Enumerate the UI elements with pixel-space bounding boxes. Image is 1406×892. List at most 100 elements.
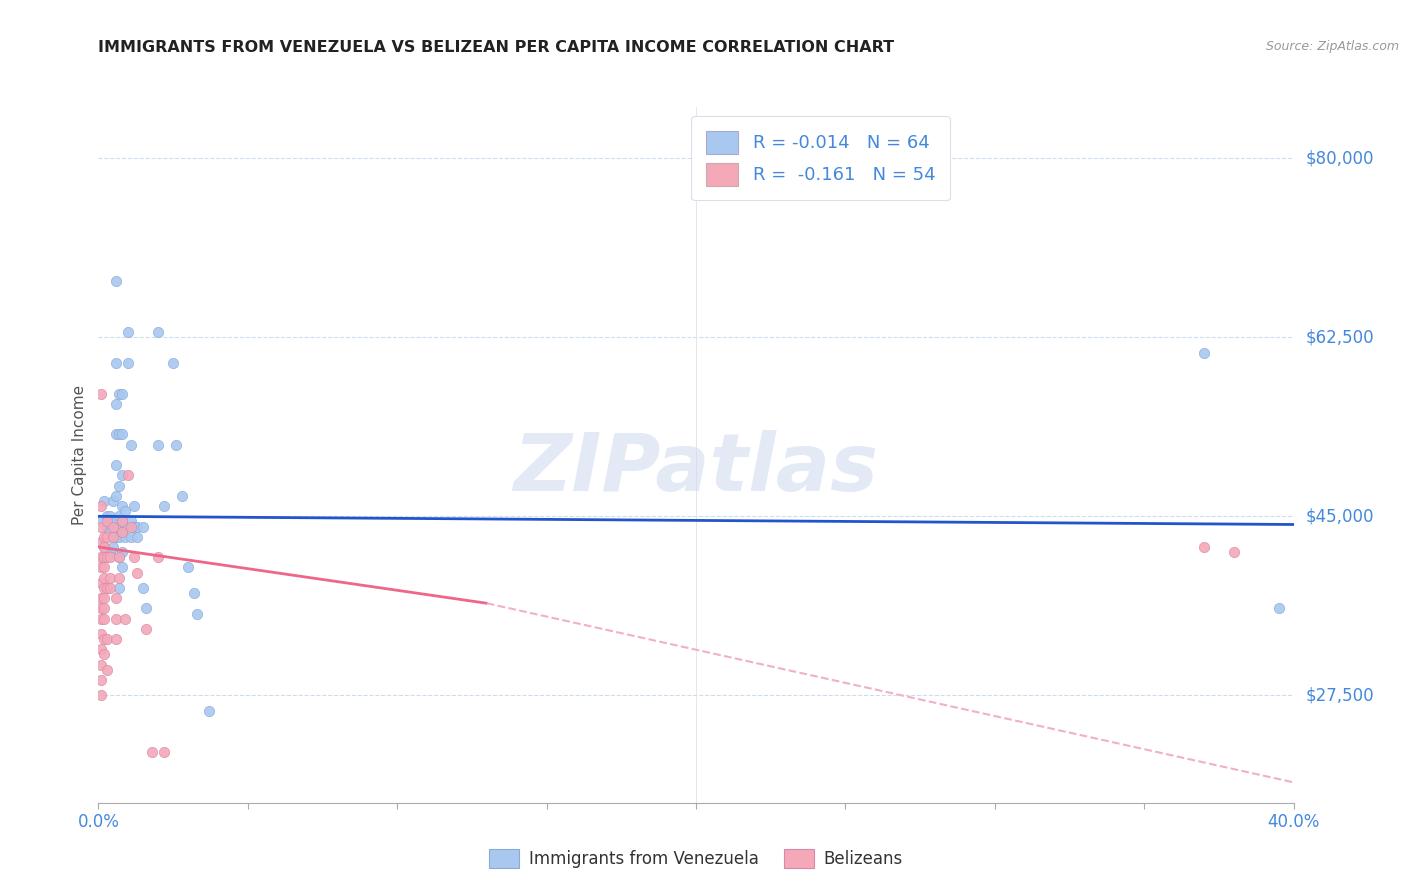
Point (105, 591, 128, 606)
Point (135, 601, 157, 615)
Point (114, 504, 136, 518)
Point (114, 519, 136, 533)
Point (93, 601, 115, 615)
Point (103, 519, 125, 533)
Point (96, 550, 118, 565)
Point (108, 386, 131, 401)
Point (93, 540, 115, 554)
Point (93, 530, 115, 544)
Point (124, 499, 146, 513)
Point (103, 530, 125, 544)
Point (1223, 545, 1246, 559)
Point (93, 550, 115, 565)
Point (124, 519, 146, 533)
Point (111, 560, 134, 574)
Point (114, 612, 136, 626)
Point (141, 745, 163, 759)
Point (111, 515, 134, 529)
Point (105, 274, 128, 288)
Point (90, 515, 112, 529)
Point (90, 689, 112, 703)
Point (120, 519, 142, 533)
Point (90, 499, 112, 513)
Point (108, 581, 131, 595)
Point (111, 386, 134, 401)
Point (105, 397, 128, 411)
Point (165, 438, 187, 452)
Point (148, 438, 170, 452)
Y-axis label: Per Capita Income: Per Capita Income (72, 384, 87, 525)
Point (96, 663, 118, 677)
Point (132, 519, 155, 533)
Text: $27,500: $27,500 (1305, 686, 1374, 705)
Point (103, 494, 125, 508)
Point (105, 612, 128, 626)
Point (90, 612, 112, 626)
Point (93, 560, 115, 574)
Point (120, 515, 142, 529)
Point (90, 560, 112, 574)
Point (93, 612, 115, 626)
Point (105, 458, 128, 472)
Point (96, 509, 118, 524)
Point (98, 509, 122, 524)
Point (96, 530, 118, 544)
Point (98, 545, 122, 559)
Point (90, 386, 112, 401)
Point (93, 540, 115, 554)
Point (90, 534, 112, 549)
Text: ZIPatlas: ZIPatlas (513, 430, 879, 508)
Point (120, 438, 142, 452)
Point (148, 550, 170, 565)
Point (103, 540, 125, 554)
Point (1192, 345, 1215, 359)
Point (96, 519, 118, 533)
Point (1192, 540, 1215, 554)
Point (114, 530, 136, 544)
Text: $62,500: $62,500 (1305, 328, 1374, 346)
Point (111, 515, 134, 529)
Point (90, 550, 112, 565)
Point (108, 427, 131, 442)
Point (183, 586, 205, 600)
Point (96, 581, 118, 595)
Point (108, 509, 131, 524)
Point (117, 356, 139, 370)
Point (108, 530, 131, 544)
Point (124, 550, 146, 565)
Point (111, 427, 134, 442)
Point (90, 642, 112, 657)
Point (105, 356, 128, 370)
Point (96, 632, 118, 646)
Point (198, 704, 221, 718)
Point (105, 632, 128, 646)
Point (148, 325, 170, 339)
Point (172, 489, 194, 503)
Point (90, 591, 112, 606)
Point (111, 545, 134, 559)
Point (111, 524, 134, 539)
Point (90, 575, 112, 590)
Point (93, 571, 115, 585)
Text: IMMIGRANTS FROM VENEZUELA VS BELIZEAN PER CAPITA INCOME CORRELATION CHART: IMMIGRANTS FROM VENEZUELA VS BELIZEAN PE… (98, 40, 894, 55)
Point (90, 601, 112, 615)
Point (98, 581, 122, 595)
Point (117, 325, 139, 339)
Point (93, 632, 115, 646)
Point (105, 489, 128, 503)
Point (98, 550, 122, 565)
Point (120, 530, 142, 544)
Point (135, 622, 157, 636)
Point (93, 581, 115, 595)
Point (105, 427, 128, 442)
Point (96, 515, 118, 529)
Text: Source: ZipAtlas.com: Source: ZipAtlas.com (1265, 40, 1399, 54)
Point (90, 519, 112, 533)
Text: $45,000: $45,000 (1305, 508, 1374, 525)
Point (98, 571, 122, 585)
Point (117, 468, 139, 483)
Point (105, 530, 128, 544)
Point (105, 515, 128, 529)
Point (108, 519, 131, 533)
Point (111, 499, 134, 513)
